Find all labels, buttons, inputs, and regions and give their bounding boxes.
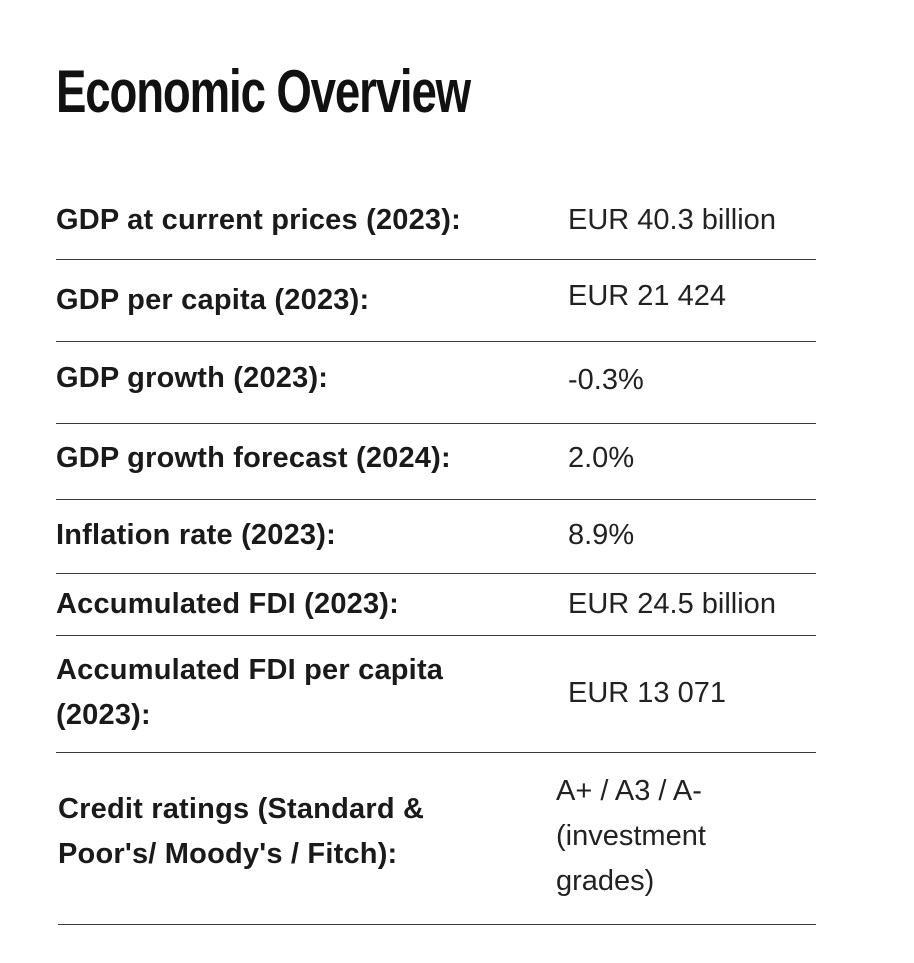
row-label: Inflation rate (2023): [56,519,336,551]
table-row-gdp-growth-forecast: GDP growth forecast (2024): 2.0% [56,424,816,500]
row-label: GDP growth (2023): [56,362,329,394]
row-value: EUR 24.5 billion [568,588,776,620]
table-row-accumulated-fdi-per-capita: Accumulated FDI per capita (2023): EUR 1… [56,636,816,753]
row-value: EUR 13 071 [568,677,726,709]
row-value: A+ / A3 / A- (investment grades) [556,775,706,897]
table-row-credit-ratings: Credit ratings (Standard & Poor's/ Moody… [58,753,816,925]
row-label: Accumulated FDI (2023): [56,588,400,620]
row-label: GDP at current prices (2023): [56,204,461,236]
table-row-inflation-rate: Inflation rate (2023): 8.9% [56,500,816,574]
table-row-accumulated-fdi: Accumulated FDI (2023): EUR 24.5 billion [56,574,816,636]
table-row-gdp-growth: GDP growth (2023): -0.3% [56,342,816,424]
row-value: 2.0% [568,442,635,474]
page-title: Economic Overview [56,58,471,125]
row-value: EUR 40.3 billion [568,204,776,236]
table-row-gdp-current-prices: GDP at current prices (2023): EUR 40.3 b… [56,180,816,260]
row-label: Credit ratings (Standard & Poor's/ Moody… [58,793,425,870]
row-label: GDP growth forecast (2024): [56,442,451,474]
row-label: Accumulated FDI per capita (2023): [56,654,444,731]
row-label: GDP per capita (2023): [56,284,370,316]
row-value: EUR 21 424 [568,280,726,312]
row-value: 8.9% [568,519,635,551]
row-value: -0.3% [568,364,644,396]
table-row-gdp-per-capita: GDP per capita (2023): EUR 21 424 [56,260,816,342]
